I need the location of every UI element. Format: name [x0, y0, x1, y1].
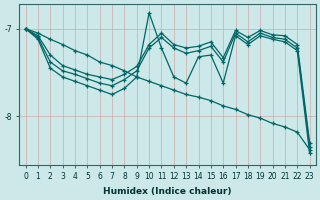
- X-axis label: Humidex (Indice chaleur): Humidex (Indice chaleur): [103, 187, 232, 196]
